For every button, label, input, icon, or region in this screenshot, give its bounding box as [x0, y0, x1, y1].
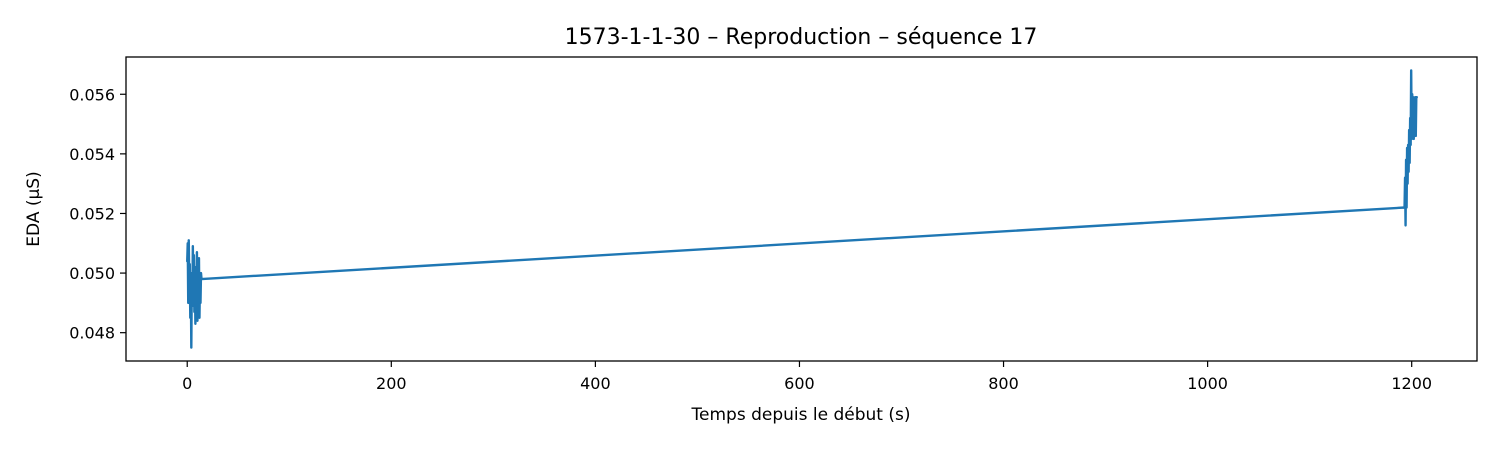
y-tick-label: 0.050 — [69, 264, 115, 283]
y-axis-label: EDA (µS) — [24, 171, 44, 246]
x-tick-label: 0 — [182, 374, 192, 393]
y-tick-label: 0.052 — [69, 204, 115, 223]
plot-frame — [125, 56, 1478, 362]
y-tick-label: 0.048 — [69, 324, 115, 343]
series-line — [186, 69, 1419, 349]
chart-title: 1573-1-1-30 – Reproduction – séquence 17 — [565, 25, 1038, 50]
x-tick-label: 1000 — [1187, 374, 1228, 393]
x-axis-label: Temps depuis le début (s) — [691, 405, 911, 425]
x-axis-ticks: 0 200 400 600 800 1000 1200 — [182, 361, 1432, 393]
y-tick-label: 0.054 — [69, 145, 115, 164]
x-tick-label: 1200 — [1391, 374, 1432, 393]
x-tick-label: 600 — [784, 374, 815, 393]
x-tick-label: 400 — [580, 374, 611, 393]
x-tick-label: 800 — [988, 374, 1019, 393]
y-axis-ticks: 0.048 0.050 0.052 0.054 0.056 — [69, 85, 126, 343]
x-tick-label: 200 — [376, 374, 407, 393]
series-layer — [186, 69, 1419, 349]
y-tick-label: 0.056 — [69, 85, 115, 104]
